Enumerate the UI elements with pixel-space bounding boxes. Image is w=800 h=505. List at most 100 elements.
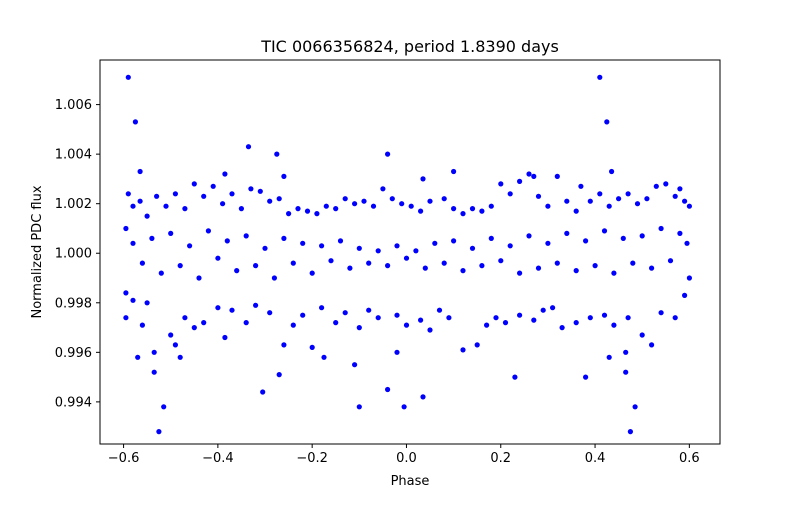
data-point [222,171,228,177]
data-point [611,270,617,276]
data-point [201,193,207,199]
data-point [123,290,129,296]
data-point [625,315,631,321]
data-point [290,322,296,328]
data-point [248,186,254,192]
data-point [559,325,565,331]
data-point [573,208,579,214]
data-point [333,206,339,212]
data-point [321,354,327,360]
data-point [123,315,129,321]
data-point [427,327,433,333]
plot-frame [99,59,721,445]
data-point [488,203,494,209]
data-point [123,225,129,232]
data-point [337,238,344,244]
data-point [601,312,608,318]
data-point [342,310,348,316]
data-point [587,198,593,204]
data-point [531,317,537,323]
data-point [403,255,410,261]
data-point [639,233,645,239]
data-point [682,292,688,298]
data-point [451,168,457,175]
data-point [215,305,221,311]
y-tick-label: 1.000 [55,247,92,262]
data-point [319,305,325,311]
data-point [658,225,664,232]
data-point [474,342,480,348]
x-tick-label: 0.0 [396,451,417,466]
data-point [151,369,157,375]
data-point [684,240,690,246]
data-point [130,240,136,246]
data-point [177,354,183,360]
data-point [545,203,551,209]
data-point [224,238,230,244]
data-point [677,230,683,236]
data-point [469,245,476,251]
data-point [479,263,485,269]
data-point [531,173,537,179]
data-point [366,307,372,313]
data-point [257,188,263,194]
data-point [304,208,311,214]
data-point [451,238,457,244]
data-point [328,258,334,264]
data-point [163,203,169,209]
x-tick-label: 0.6 [679,451,700,466]
data-point [281,235,287,241]
data-point [623,349,629,355]
data-point [281,173,287,179]
data-point [403,322,410,328]
data-point [623,369,629,375]
data-point [177,263,183,269]
data-point [493,315,499,321]
x-tick-label: −0.4 [202,451,234,466]
data-point [300,240,306,246]
y-tick-label: 0.996 [55,346,92,361]
data-point [385,386,391,393]
data-point [333,320,339,326]
data-point [432,240,438,246]
data-point [625,191,631,197]
data-point [554,173,560,179]
data-point [399,201,405,207]
data-point [267,198,273,204]
x-tick-label: −0.6 [108,451,140,466]
data-point [201,320,207,326]
y-axis-ticks: 0.994 0.996 0.998 1.000 1.002 1.004 1.006 [55,98,100,410]
data-point [469,206,476,212]
data-point [385,151,391,157]
data-point [139,260,145,266]
data-point [380,186,386,192]
data-point [632,404,638,410]
data-point [672,193,678,199]
x-tick-label: 0.2 [490,451,511,466]
data-point [187,243,193,249]
data-point [498,258,504,264]
data-point [682,198,688,204]
data-point [606,203,612,209]
data-point [639,332,645,338]
data-point [451,206,457,212]
data-point [526,233,532,239]
data-point [535,265,542,271]
data-point [498,181,504,187]
data-point [420,176,426,182]
data-point [418,317,424,323]
data-point [267,310,273,316]
data-point [137,198,143,204]
data-point [653,183,659,189]
data-point [502,320,509,326]
data-point [229,191,235,197]
data-point [649,342,655,348]
data-point [663,181,669,187]
data-point [408,203,414,209]
y-tick-label: 0.998 [55,296,92,311]
y-tick-label: 1.006 [55,98,92,113]
data-point [253,302,259,308]
data-point [573,320,579,326]
data-point [370,203,377,209]
data-point [686,203,693,209]
